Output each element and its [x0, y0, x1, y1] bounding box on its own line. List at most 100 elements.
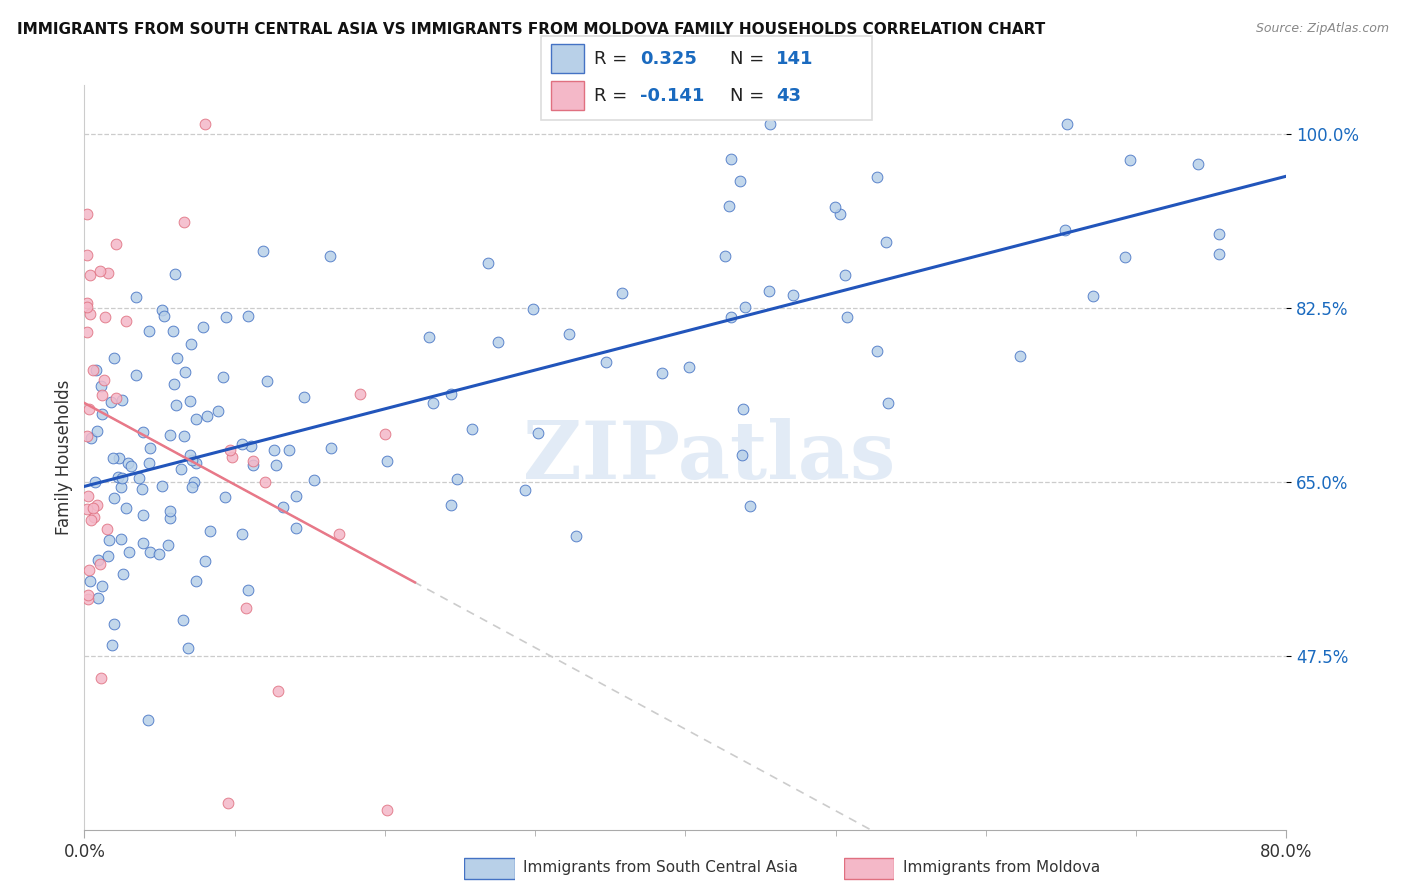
- Point: [374, 427, 396, 442]
- Point: [439, 387, 461, 401]
- Point: [132, 536, 155, 550]
- Point: [90, 407, 112, 421]
- Point: [181, 479, 204, 493]
- Point: [110, 471, 132, 485]
- Y-axis label: Family Households: Family Households: [55, 379, 73, 535]
- Point: [866, 170, 889, 185]
- Point: [77, 401, 100, 416]
- Point: [179, 448, 201, 462]
- Text: N =: N =: [730, 50, 769, 68]
- Point: [486, 334, 509, 349]
- Point: [877, 396, 900, 410]
- Point: [217, 796, 239, 810]
- Bar: [464, 857, 515, 879]
- Point: [76, 248, 98, 262]
- Point: [866, 343, 889, 358]
- Point: [131, 482, 153, 496]
- Point: [522, 301, 544, 316]
- Point: [86, 424, 108, 438]
- Point: [148, 547, 170, 561]
- Point: [90, 671, 112, 685]
- Point: [181, 453, 204, 467]
- Point: [221, 450, 243, 465]
- Point: [242, 458, 264, 473]
- Point: [1081, 288, 1104, 302]
- Point: [115, 500, 138, 515]
- Point: [76, 588, 98, 602]
- Text: IMMIGRANTS FROM SOUTH CENTRAL ASIA VS IMMIGRANTS FROM MOLDOVA FAMILY HOUSEHOLDS : IMMIGRANTS FROM SOUTH CENTRAL ASIA VS IM…: [17, 22, 1045, 37]
- Point: [150, 302, 173, 317]
- Point: [173, 429, 195, 443]
- Point: [117, 456, 139, 470]
- Point: [271, 500, 294, 514]
- Point: [180, 336, 202, 351]
- Point: [125, 368, 148, 383]
- Point: [159, 428, 181, 442]
- Point: [76, 296, 98, 310]
- Point: [440, 498, 463, 512]
- Point: [139, 441, 162, 455]
- Point: [83, 509, 105, 524]
- Point: [1187, 157, 1209, 171]
- Point: [278, 442, 301, 457]
- Point: [170, 462, 193, 476]
- Point: [159, 511, 181, 525]
- Point: [267, 683, 290, 698]
- Point: [1208, 246, 1230, 260]
- Point: [100, 394, 122, 409]
- Point: [80, 432, 103, 446]
- Point: [328, 527, 350, 541]
- Point: [875, 235, 897, 249]
- Point: [651, 367, 673, 381]
- Point: [80, 513, 103, 527]
- Point: [252, 244, 274, 258]
- Point: [733, 402, 755, 417]
- Point: [256, 374, 278, 388]
- Point: [139, 545, 162, 559]
- Bar: [551, 44, 585, 73]
- Point: [159, 504, 181, 518]
- Point: [558, 327, 581, 342]
- FancyBboxPatch shape: [541, 36, 872, 120]
- Point: [76, 325, 98, 339]
- Point: [231, 526, 253, 541]
- Point: [105, 391, 128, 405]
- Point: [87, 553, 110, 567]
- Point: [218, 443, 240, 458]
- Point: [713, 249, 735, 263]
- Point: [375, 803, 398, 817]
- Point: [1119, 153, 1142, 168]
- Point: [101, 638, 124, 652]
- Point: [166, 351, 188, 365]
- Point: [207, 403, 229, 417]
- Point: [446, 472, 468, 486]
- Bar: [551, 81, 585, 111]
- Text: -0.141: -0.141: [641, 87, 704, 105]
- Point: [86, 498, 108, 512]
- Point: [117, 544, 139, 558]
- Text: R =: R =: [595, 87, 633, 105]
- Bar: [844, 857, 894, 879]
- Point: [103, 617, 125, 632]
- Text: 0.325: 0.325: [641, 50, 697, 68]
- Point: [242, 454, 264, 468]
- Text: Immigrants from Moldova: Immigrants from Moldova: [903, 860, 1099, 874]
- Point: [418, 330, 440, 344]
- Point: [513, 483, 536, 497]
- Point: [132, 425, 155, 440]
- Point: [231, 436, 253, 450]
- Point: [184, 456, 207, 470]
- Point: [97, 267, 120, 281]
- Point: [734, 300, 756, 314]
- Point: [79, 307, 101, 321]
- Point: [1056, 118, 1078, 132]
- Point: [165, 399, 187, 413]
- Point: [173, 215, 195, 229]
- Point: [184, 574, 207, 589]
- Point: [565, 529, 588, 543]
- Point: [115, 314, 138, 328]
- Point: [138, 325, 160, 339]
- Point: [731, 448, 754, 462]
- Point: [319, 249, 342, 263]
- Point: [759, 118, 782, 132]
